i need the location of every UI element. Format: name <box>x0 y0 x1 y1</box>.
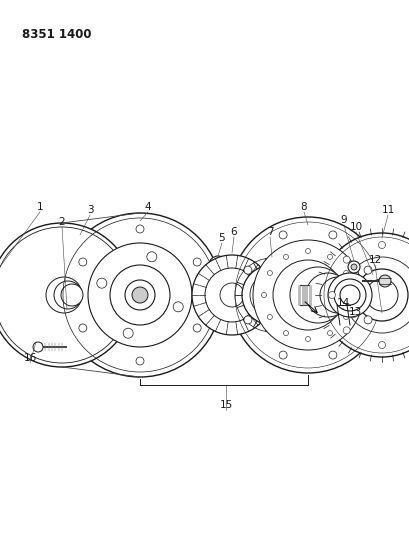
Circle shape <box>328 231 336 239</box>
Circle shape <box>328 292 335 298</box>
Circle shape <box>283 330 288 336</box>
Text: 8: 8 <box>300 202 307 212</box>
Circle shape <box>283 254 288 260</box>
Circle shape <box>333 279 365 311</box>
Circle shape <box>54 281 82 309</box>
Text: 7: 7 <box>266 227 273 237</box>
Circle shape <box>342 256 349 263</box>
Circle shape <box>136 357 144 365</box>
Text: 9: 9 <box>340 215 346 225</box>
Circle shape <box>365 279 397 311</box>
Circle shape <box>327 273 371 317</box>
Circle shape <box>88 243 191 347</box>
Circle shape <box>289 267 345 323</box>
Circle shape <box>327 330 332 336</box>
Circle shape <box>343 314 348 319</box>
Text: 13: 13 <box>348 307 361 317</box>
Circle shape <box>213 260 222 270</box>
Circle shape <box>279 351 286 359</box>
Circle shape <box>347 261 359 273</box>
Circle shape <box>348 293 354 297</box>
Circle shape <box>378 241 384 248</box>
Circle shape <box>97 278 106 288</box>
Circle shape <box>319 233 409 357</box>
Circle shape <box>79 324 87 332</box>
Circle shape <box>272 260 342 330</box>
Circle shape <box>350 264 356 270</box>
Circle shape <box>0 223 134 367</box>
Circle shape <box>342 327 349 334</box>
Circle shape <box>249 273 293 317</box>
Text: 3: 3 <box>86 205 93 215</box>
Circle shape <box>243 266 252 274</box>
Circle shape <box>209 256 227 274</box>
Circle shape <box>220 283 243 307</box>
Circle shape <box>193 258 201 266</box>
Circle shape <box>327 254 332 260</box>
Text: 1: 1 <box>36 202 43 212</box>
Circle shape <box>319 277 355 313</box>
Text: 4: 4 <box>144 202 151 212</box>
Text: 14: 14 <box>335 298 349 308</box>
Circle shape <box>229 217 385 373</box>
Circle shape <box>378 342 384 349</box>
Circle shape <box>146 252 156 262</box>
Circle shape <box>279 231 286 239</box>
Circle shape <box>328 351 336 359</box>
Circle shape <box>305 336 310 342</box>
Circle shape <box>48 281 76 309</box>
Circle shape <box>0 227 130 363</box>
Circle shape <box>305 273 349 317</box>
Circle shape <box>61 284 83 306</box>
Circle shape <box>136 225 144 233</box>
Circle shape <box>355 269 407 321</box>
Circle shape <box>58 291 66 299</box>
Circle shape <box>343 271 348 276</box>
Circle shape <box>46 277 82 313</box>
Circle shape <box>241 265 301 325</box>
Text: 10: 10 <box>348 222 362 232</box>
Circle shape <box>204 268 258 322</box>
Text: 5: 5 <box>218 233 225 243</box>
Text: 12: 12 <box>367 255 381 265</box>
Text: 6: 6 <box>230 227 237 237</box>
Circle shape <box>123 328 133 338</box>
Circle shape <box>54 287 70 303</box>
Circle shape <box>261 293 266 297</box>
Text: 11: 11 <box>380 205 393 215</box>
Circle shape <box>363 266 371 274</box>
Circle shape <box>363 316 371 324</box>
Circle shape <box>263 287 279 303</box>
Circle shape <box>173 302 183 312</box>
Text: 8351 1400: 8351 1400 <box>22 28 91 41</box>
Circle shape <box>110 265 170 325</box>
Circle shape <box>191 255 271 335</box>
Circle shape <box>132 287 148 303</box>
Circle shape <box>33 342 43 352</box>
Circle shape <box>193 324 201 332</box>
Circle shape <box>58 213 221 377</box>
Text: 15: 15 <box>219 400 232 410</box>
Circle shape <box>267 271 272 276</box>
Circle shape <box>243 316 252 324</box>
Text: 16: 16 <box>23 353 36 363</box>
Text: 2: 2 <box>58 217 65 227</box>
Circle shape <box>331 281 359 309</box>
Circle shape <box>305 248 310 254</box>
Circle shape <box>339 285 359 305</box>
Circle shape <box>378 275 390 287</box>
Circle shape <box>267 314 272 319</box>
Circle shape <box>252 240 362 350</box>
Circle shape <box>125 280 155 310</box>
Circle shape <box>79 258 87 266</box>
